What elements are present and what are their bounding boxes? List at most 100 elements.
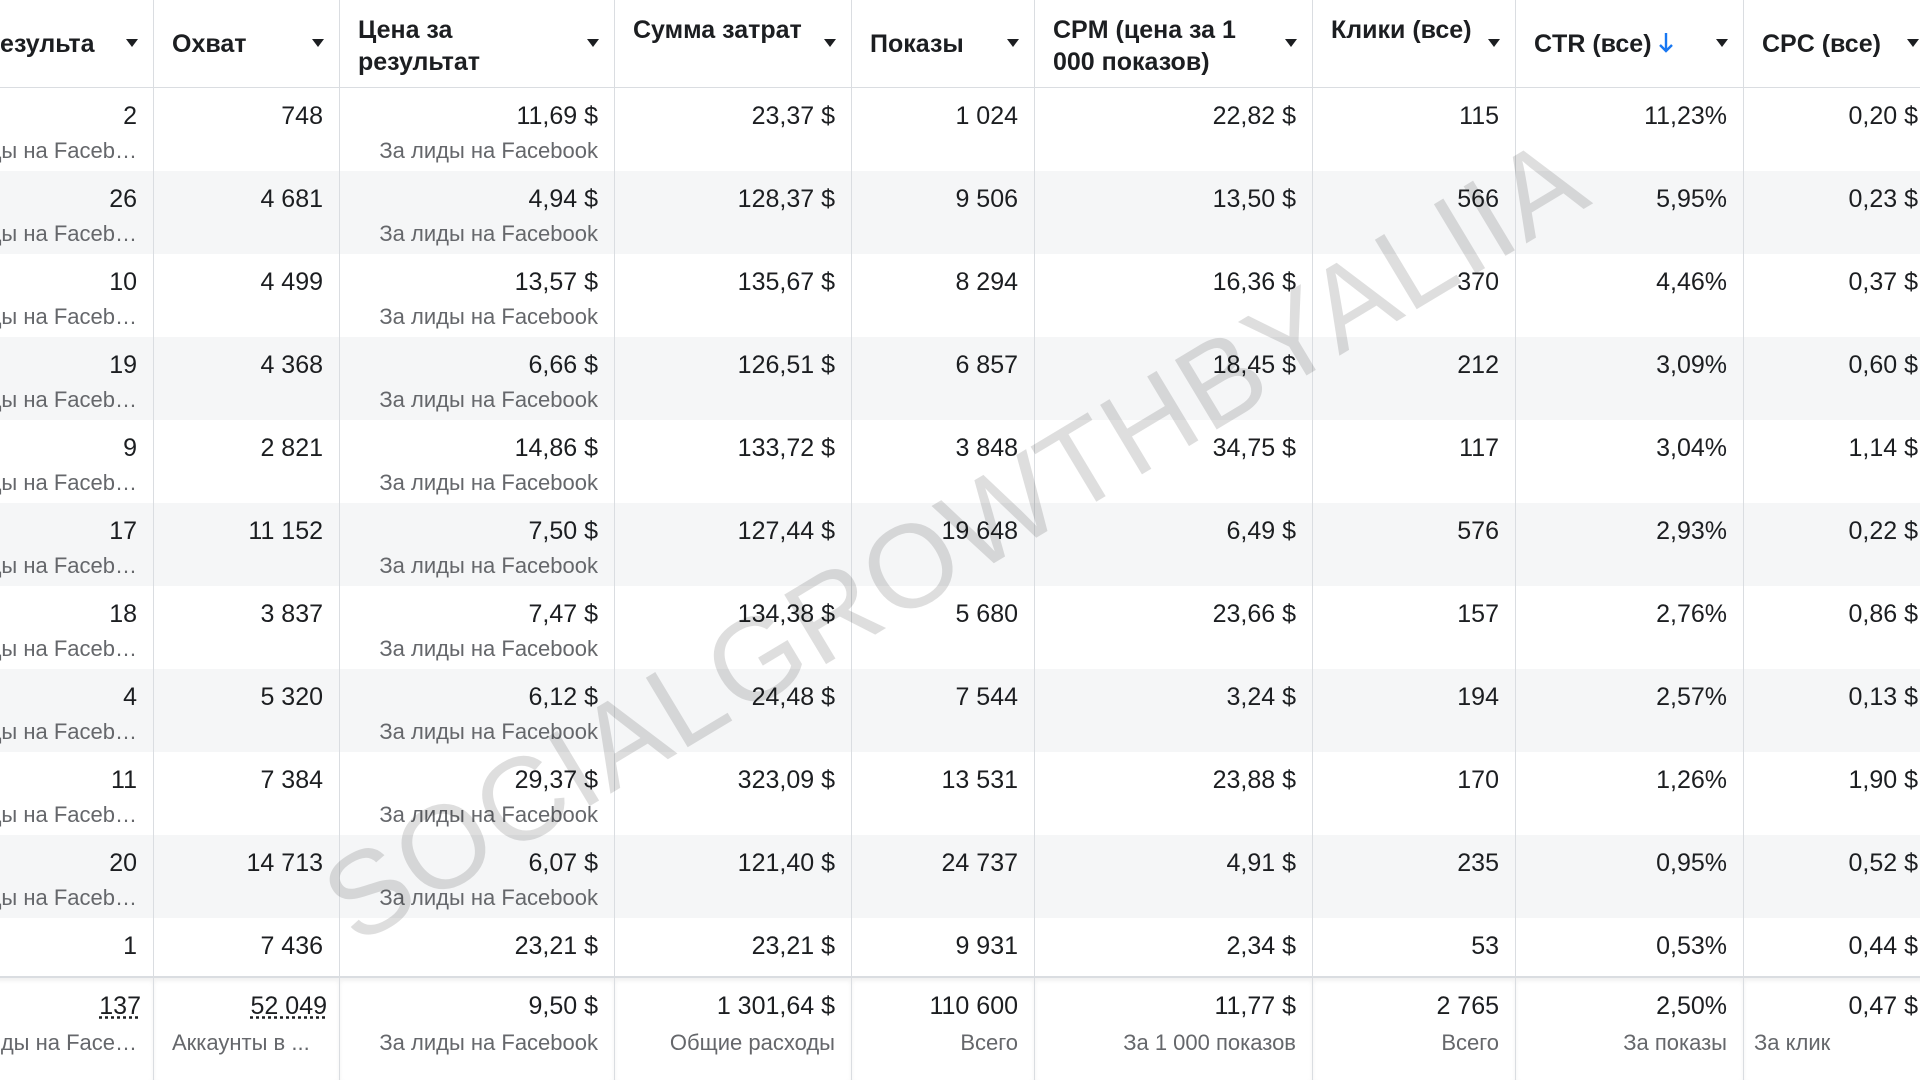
table-cell: 133,72 $ — [615, 420, 852, 503]
table-cell: 4,46% — [1516, 254, 1744, 337]
table-cell: 20 иды на Faceb… — [0, 835, 154, 918]
column-header[interactable]: Охват — [154, 0, 340, 88]
cell-value: 14 713 — [246, 849, 323, 877]
cell-value: 3,09% — [1656, 351, 1727, 379]
cell-value: 6,49 $ — [1226, 517, 1296, 545]
cell-value: 1,90 $ — [1848, 766, 1918, 794]
column-header[interactable]: Клики (все) — [1313, 0, 1516, 88]
table-cell: 18 иды на Faceb… — [0, 586, 154, 669]
cell-value: 4 — [123, 683, 137, 711]
dropdown-icon[interactable] — [1906, 38, 1920, 48]
column-header[interactable]: CPM (цена за 1 000 показов) — [1035, 0, 1313, 88]
table-cell: 4,91 $ — [1035, 835, 1313, 918]
table-cell: 0,23 $ — [1744, 171, 1920, 254]
table-cell: 11,23% — [1516, 88, 1744, 171]
cell-note: иды на Faceb… — [0, 470, 137, 495]
cell-value: 0,86 $ — [1848, 600, 1918, 628]
column-header[interactable]: CTR (все) — [1516, 0, 1744, 88]
cell-note: иды на Faceb… — [0, 138, 137, 163]
table-cell: 22,82 $ — [1035, 88, 1313, 171]
dropdown-icon[interactable] — [125, 38, 139, 48]
header-label: CPC (все) — [1762, 30, 1881, 58]
table-cell: 1 024 — [852, 88, 1035, 171]
table-cell: 4 499 — [154, 254, 340, 337]
cell-value: 2,34 $ — [1226, 932, 1296, 960]
cell-value: 0,44 $ — [1848, 932, 1918, 960]
cell-note: За лиды на Facebook — [379, 138, 598, 163]
header-label: Цена за результат — [358, 16, 480, 76]
cell-value: 3 848 — [955, 434, 1018, 462]
total-cell: 110 600 Всего — [852, 976, 1035, 1080]
cell-value: 24 737 — [941, 849, 1018, 877]
table-cell: 13,57 $ За лиды на Facebook — [340, 254, 615, 337]
cell-note: иды на Faceb… — [0, 802, 137, 827]
table-cell: 0,37 $ — [1744, 254, 1920, 337]
cell-value: 4 681 — [260, 185, 323, 213]
cell-value: 23,37 $ — [751, 102, 835, 130]
table-cell: 18,45 $ — [1035, 337, 1313, 420]
dropdown-icon[interactable] — [1715, 38, 1729, 48]
dropdown-icon[interactable] — [311, 38, 325, 48]
cell-value: 6,12 $ — [528, 683, 598, 711]
dropdown-icon[interactable] — [1487, 38, 1501, 48]
column-header[interactable]: Показы — [852, 0, 1035, 88]
total-value: 1 301,64 $ — [716, 992, 835, 1020]
cell-value: 23,21 $ — [514, 932, 598, 960]
table-cell: 1,14 $ — [1744, 420, 1920, 503]
total-value: 110 600 — [929, 992, 1018, 1020]
table-cell: 1,26% — [1516, 752, 1744, 835]
table-cell: 323,09 $ — [615, 752, 852, 835]
cell-value: 10 — [109, 268, 137, 296]
table-cell: 29,37 $ За лиды на Facebook — [340, 752, 615, 835]
table-cell: 24,48 $ — [615, 669, 852, 752]
dropdown-icon[interactable] — [586, 38, 600, 48]
cell-value: 11 — [111, 766, 137, 794]
cell-value: 0,37 $ — [1848, 268, 1918, 296]
cell-value: 16,36 $ — [1212, 268, 1296, 296]
table-cell: 26 иды на Faceb… — [0, 171, 154, 254]
cell-value: 11,69 $ — [516, 102, 598, 130]
total-cell: 0,47 $ За клик — [1744, 976, 1920, 1080]
cell-value: 117 — [1459, 434, 1499, 462]
cell-value: 7,50 $ — [528, 517, 598, 545]
dropdown-icon[interactable] — [823, 38, 837, 48]
table-cell: 23,66 $ — [1035, 586, 1313, 669]
table-cell: 1,90 $ — [1744, 752, 1920, 835]
total-note: За показы — [1623, 1030, 1727, 1055]
cell-value: 0,52 $ — [1848, 849, 1918, 877]
cell-value: 0,23 $ — [1848, 185, 1918, 213]
table-cell: 6,12 $ За лиды на Facebook — [340, 669, 615, 752]
cell-value: 4,46% — [1656, 268, 1727, 296]
cell-note: иды на Faceb… — [0, 636, 137, 661]
table-cell: 13,50 $ — [1035, 171, 1313, 254]
table-cell: 10 иды на Faceb… — [0, 254, 154, 337]
dropdown-icon[interactable] — [1284, 38, 1298, 48]
column-header[interactable]: Цена за результат — [340, 0, 615, 88]
cell-value: 212 — [1457, 351, 1499, 379]
cell-value: 0,22 $ — [1848, 517, 1918, 545]
cell-value: 0,53% — [1656, 932, 1727, 960]
cell-value: 26 — [109, 185, 137, 213]
table-cell: 5,95% — [1516, 171, 1744, 254]
table-cell: 7 544 — [852, 669, 1035, 752]
header-label: Сумма затрат — [633, 16, 802, 44]
table-cell: 3 848 — [852, 420, 1035, 503]
column-header[interactable]: CPC (все) — [1744, 0, 1920, 88]
cell-value: 23,21 $ — [751, 932, 835, 960]
table-cell: 3 837 — [154, 586, 340, 669]
dropdown-icon[interactable] — [1006, 38, 1020, 48]
cell-value: 6 857 — [955, 351, 1018, 379]
total-cell: 2,50% За показы — [1516, 976, 1744, 1080]
cell-value: 4 499 — [260, 268, 323, 296]
sort-arrow — [1658, 33, 1673, 53]
cell-value: 24,48 $ — [751, 683, 835, 711]
cell-value: 128,37 $ — [737, 185, 835, 213]
column-header[interactable]: Результа — [0, 0, 154, 88]
column-header[interactable]: Сумма затрат — [615, 0, 852, 88]
table-cell: 121,40 $ — [615, 835, 852, 918]
table-cell: 0,86 $ — [1744, 586, 1920, 669]
cell-value: 7 436 — [260, 932, 323, 960]
table-cell: 19 иды на Faceb… — [0, 337, 154, 420]
total-value: 9,50 $ — [528, 992, 598, 1020]
total-note: Всего — [1441, 1030, 1499, 1055]
